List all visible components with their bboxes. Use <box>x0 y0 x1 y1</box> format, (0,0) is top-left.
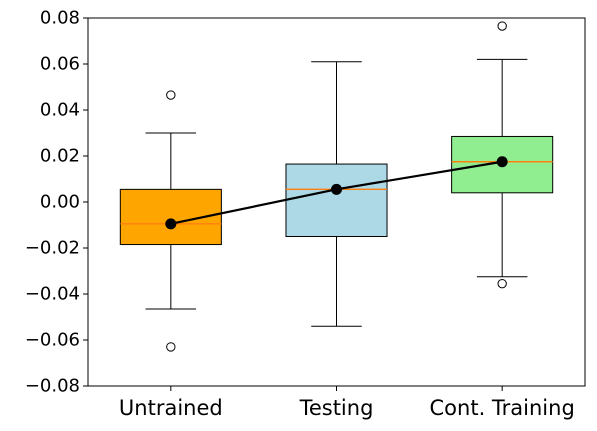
mean-point <box>165 218 177 230</box>
y-tick-label: 0.06 <box>40 54 80 75</box>
x-tick-label: Cont. Training <box>430 396 575 420</box>
plot-layer <box>119 21 554 352</box>
outlier-point <box>166 90 176 100</box>
outlier-point <box>166 342 176 352</box>
y-tick-label: 0.02 <box>40 146 80 167</box>
y-tick-label: 0.04 <box>40 100 80 121</box>
y-tick-label: −0.02 <box>25 238 80 259</box>
x-tick-label: Testing <box>299 396 374 420</box>
y-tick-label: 0.00 <box>40 192 80 213</box>
box-group <box>451 21 554 289</box>
outlier-point <box>497 21 507 31</box>
y-tick-label: −0.04 <box>25 284 80 305</box>
box-iqr <box>285 163 388 237</box>
y-tick-label: 0.08 <box>40 8 80 29</box>
y-tick-label: −0.08 <box>25 376 80 397</box>
outlier-point <box>497 278 507 289</box>
axis-layer: −0.08 −0.06 −0.04 −0.02 0.00 0.02 0.04 0.06 0.08… <box>25 8 586 420</box>
mean-point <box>331 183 342 195</box>
x-tick-label: Untrained <box>119 396 223 420</box>
box-group <box>285 61 388 327</box>
mean-point <box>496 156 508 168</box>
y-tick-label: −0.06 <box>25 330 80 351</box>
